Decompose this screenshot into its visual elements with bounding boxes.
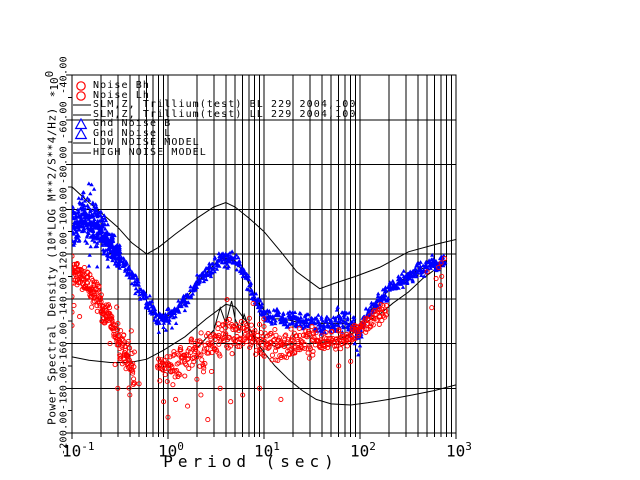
x-tick-label: 100 — [158, 440, 184, 461]
circle-marker-icon — [76, 81, 86, 91]
line-sample-icon — [73, 114, 91, 115]
y-tick-label: -160.00 — [58, 321, 70, 367]
line-series — [196, 262, 447, 349]
legend-label: Noise Bh — [93, 80, 150, 91]
y-tick-label: -60.00 — [58, 101, 70, 139]
legend-label: Gnd Noise B — [93, 118, 172, 129]
legend-item-gnd-noise-l: Gnd Noise L — [73, 127, 172, 140]
legend-label: SLM,Z, Trillium(test) BL 229 2004,100 — [93, 99, 357, 110]
y-axis-multiplier-exp: 0 — [43, 70, 57, 78]
y-tick-label: -140.00 — [58, 276, 70, 322]
blue-triangle-scatter — [72, 181, 448, 357]
legend-item-noise-bh: Noise Bh — [73, 80, 150, 92]
legend-label: SLM,Z, Trillium(test) LL 229 2004,100 — [93, 108, 357, 120]
legend-item-noise-lh: Noise Lh — [73, 90, 150, 102]
x-tick-label: 10-1 — [62, 440, 95, 461]
y-tick-label: -40.00 — [58, 56, 70, 94]
legend-item-slm-z-trillium-test-bl-229-2004-100: SLM,Z, Trillium(test) BL 229 2004,100 — [73, 99, 356, 111]
circle-marker-icon — [76, 90, 86, 101]
legend-item-low-noise-model: LOW NOISE MODEL — [73, 137, 200, 149]
y-tick-label: -100.00 — [58, 186, 70, 232]
x-tick-label: 103 — [446, 440, 472, 461]
x-axis-title: Period (sec) — [163, 452, 339, 471]
data-layer — [72, 181, 456, 423]
legend-item-high-noise-model: HIGH NOISE MODEL — [73, 147, 207, 159]
legend-label: Noise Lh — [93, 89, 150, 101]
x-tick-label: 101 — [254, 440, 280, 461]
y-tick-label: -180.00 — [58, 365, 70, 411]
legend-label: Gnd Noise L — [93, 127, 172, 139]
line-sample-icon — [73, 142, 91, 144]
line-sample-icon — [73, 152, 91, 153]
red-circle-scatter — [72, 253, 448, 423]
y-axis-title: Power Spectral Density (10*LOG M**2/S**4… — [45, 107, 59, 425]
legend-item-slm-z-trillium-test-ll-229-2004-100: SLM,Z, Trillium(test) LL 229 2004,100 — [73, 109, 356, 121]
triangle-marker-icon — [74, 127, 88, 139]
x-tick-label: 102 — [350, 440, 376, 461]
legend-label: HIGH NOISE MODEL — [93, 146, 207, 158]
line-series — [72, 303, 456, 406]
legend-label: LOW NOISE MODEL — [93, 137, 200, 148]
line-series — [72, 186, 456, 290]
y-tick-label: -120.00 — [58, 231, 70, 277]
line-sample-icon — [73, 104, 91, 106]
y-tick-label: -80.00 — [58, 146, 70, 184]
